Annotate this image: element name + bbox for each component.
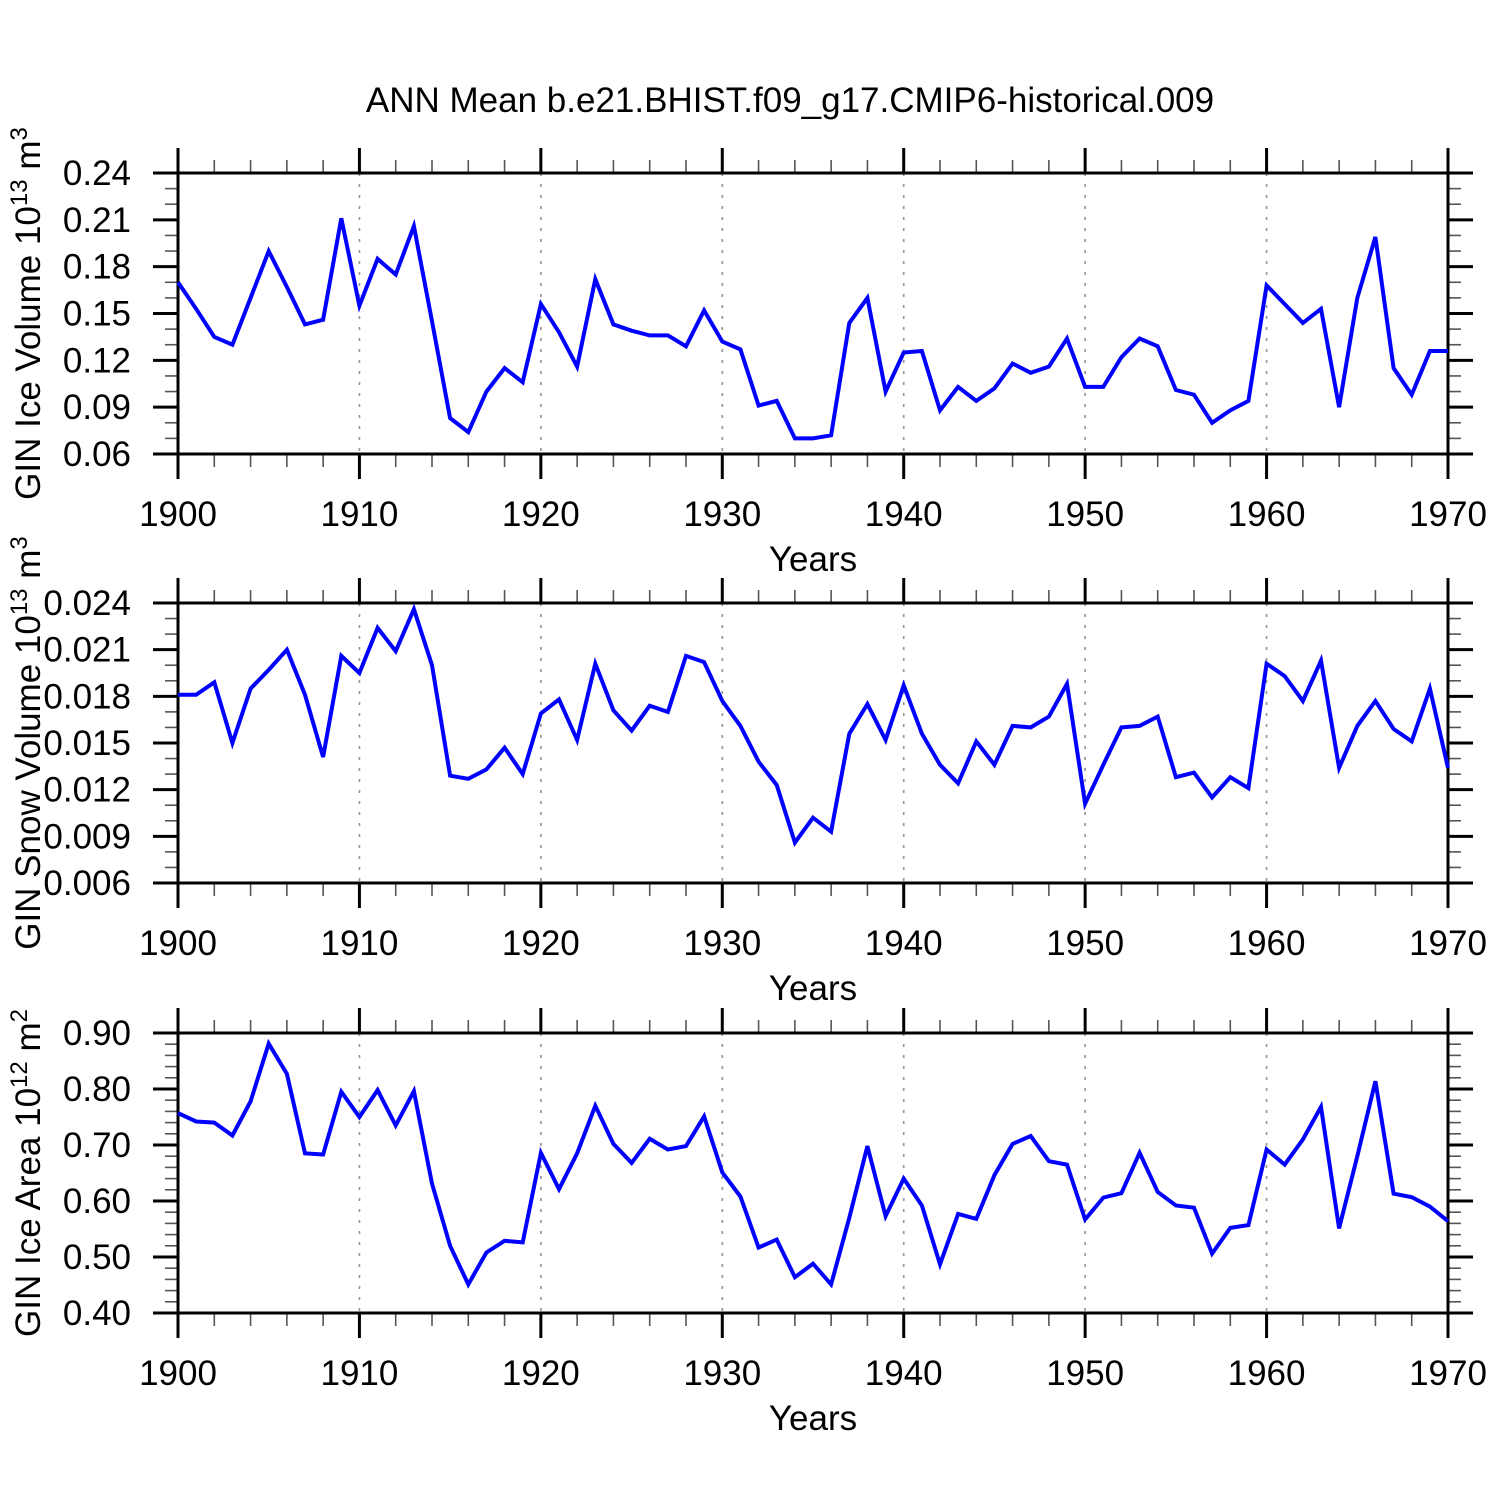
x-tick-label: 1940 <box>865 1354 943 1393</box>
y-tick-label: 0.21 <box>63 201 131 240</box>
y-tick-label: 0.009 <box>43 817 131 856</box>
y-tick-label: 0.80 <box>63 1070 131 1109</box>
y-tick-label: 0.012 <box>43 771 131 810</box>
y-tick-label: 0.70 <box>63 1126 131 1165</box>
y-tick-label: 0.015 <box>43 724 131 763</box>
x-tick-label: 1960 <box>1228 495 1306 534</box>
x-tick-label: 1920 <box>502 1354 580 1393</box>
x-tick-label: 1970 <box>1409 495 1487 534</box>
x-tick-label: 1920 <box>502 924 580 963</box>
x-tick-label: 1900 <box>139 495 217 534</box>
y-tick-label: 0.18 <box>63 248 131 287</box>
x-tick-label: 1900 <box>139 924 217 963</box>
x-axis-title: Years <box>769 969 857 1008</box>
y-axis-title: GIN Ice Area 1012 m2 <box>6 1009 48 1337</box>
y-tick-label: 0.09 <box>63 388 131 427</box>
series-line <box>177 1038 1450 1289</box>
x-tick-label: 1940 <box>865 495 943 534</box>
y-tick-label: 0.50 <box>63 1238 131 1277</box>
y-tick-label: 0.021 <box>43 631 131 670</box>
plot-frame <box>176 171 1450 456</box>
plot-frame <box>176 1031 1450 1315</box>
plot-frame <box>176 601 1450 885</box>
x-tick-label: 1970 <box>1409 924 1487 963</box>
x-axis-title: Years <box>769 540 857 579</box>
x-tick-label: 1930 <box>683 495 761 534</box>
series-line <box>178 603 1450 847</box>
x-axis-title: Years <box>769 1399 857 1438</box>
chart-ice-area: 1900 1910 1920 1930 1940 1950 1960 1970 0.40 0.50… <box>6 1008 1487 1438</box>
y-tick-label: 0.60 <box>63 1182 131 1221</box>
series-line <box>176 217 1448 441</box>
x-tick-label: 1900 <box>139 1354 217 1393</box>
x-tick-label: 1950 <box>1046 924 1124 963</box>
x-tick-label: 1920 <box>502 495 580 534</box>
y-axis-title: GIN Snow Volume 1013 m3 <box>6 536 48 950</box>
x-tick-label: 1930 <box>683 924 761 963</box>
x-tick-label: 1950 <box>1046 1354 1124 1393</box>
chart-snow-volume: 1900 1910 1920 1930 1940 1950 1960 1970 0.006 0.0… <box>6 536 1487 1008</box>
y-tick-label: 0.40 <box>63 1294 131 1333</box>
y-tick-label: 0.006 <box>43 864 131 903</box>
y-tick-label: 0.90 <box>63 1014 131 1053</box>
x-tick-label: 1910 <box>320 1354 398 1393</box>
x-tick-label: 1910 <box>320 495 398 534</box>
y-tick-label: 0.024 <box>43 584 131 623</box>
chart-ice-volume: 1900 1910 1920 1930 1940 1950 1960 1970 0.06 0.09… <box>6 127 1487 579</box>
y-tick-label: 0.15 <box>63 295 131 334</box>
x-tick-label: 1930 <box>683 1354 761 1393</box>
y-tick-label: 0.24 <box>63 154 131 193</box>
y-axis-title: GIN Ice Volume 1013 m3 <box>6 127 48 500</box>
figure-title: ANN Mean b.e21.BHIST.f09_g17.CMIP6-histo… <box>366 81 1214 120</box>
x-tick-label: 1910 <box>320 924 398 963</box>
x-tick-label: 1940 <box>865 924 943 963</box>
x-tick-label: 1950 <box>1046 495 1124 534</box>
y-tick-label: 0.12 <box>63 341 131 380</box>
y-tick-label: 0.06 <box>63 435 131 474</box>
x-tick-label: 1960 <box>1228 924 1306 963</box>
y-tick-label: 0.018 <box>43 677 131 716</box>
x-tick-label: 1960 <box>1228 1354 1306 1393</box>
x-tick-label: 1970 <box>1409 1354 1487 1393</box>
